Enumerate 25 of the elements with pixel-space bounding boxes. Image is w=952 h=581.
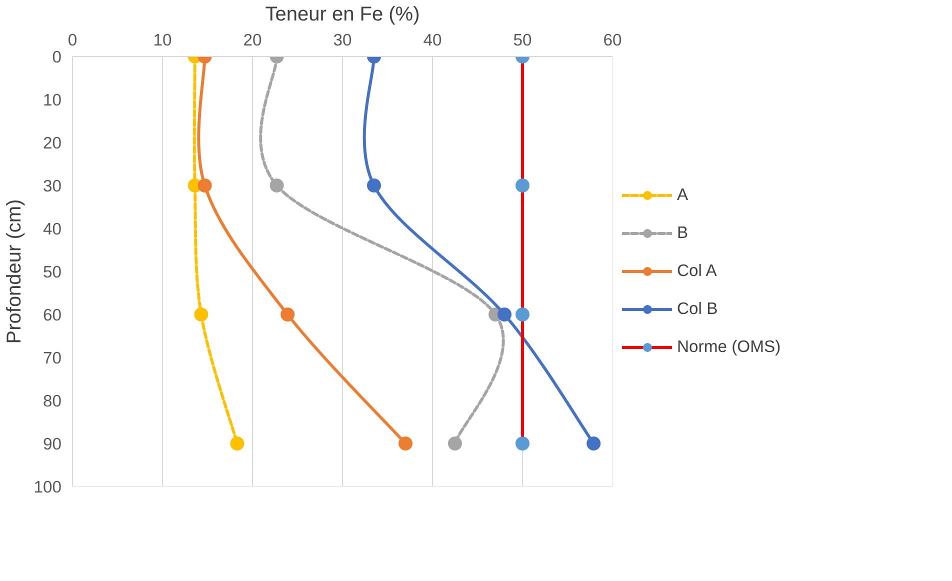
- x-tick-label: 60: [603, 30, 622, 50]
- x-tick-label: 20: [243, 30, 262, 50]
- x-tick-label: 40: [423, 30, 442, 50]
- y-tick-label: 10: [42, 90, 62, 110]
- y-tick-label: 80: [42, 392, 62, 410]
- x-tick-label: 10: [153, 30, 172, 50]
- legend-label: Col B: [677, 299, 718, 319]
- legend-label: A: [677, 185, 690, 205]
- x-tick-label: 30: [333, 30, 352, 50]
- x-axis-title: Teneur en Fe (%): [265, 4, 420, 26]
- y-axis-title: Profondeur (cm): [4, 199, 26, 344]
- y-tick-label: 70: [42, 348, 62, 368]
- legend-label: Norme (OMS): [677, 337, 781, 357]
- y-tick-label: 20: [42, 134, 62, 152]
- x-tick-label: 50: [513, 30, 532, 50]
- legend-label: B: [677, 223, 690, 243]
- y-tick-label: 50: [42, 262, 62, 282]
- y-tick-label: 0: [52, 48, 62, 66]
- y-tick-label: 40: [42, 220, 62, 238]
- x-tick-label: 0: [68, 30, 78, 50]
- y-tick-label: 90: [42, 434, 62, 454]
- y-tick-label: 60: [42, 306, 62, 324]
- y-tick-label: 30: [42, 176, 62, 196]
- y-tick-label: 100: [34, 478, 62, 496]
- legend-label: Col A: [677, 261, 717, 281]
